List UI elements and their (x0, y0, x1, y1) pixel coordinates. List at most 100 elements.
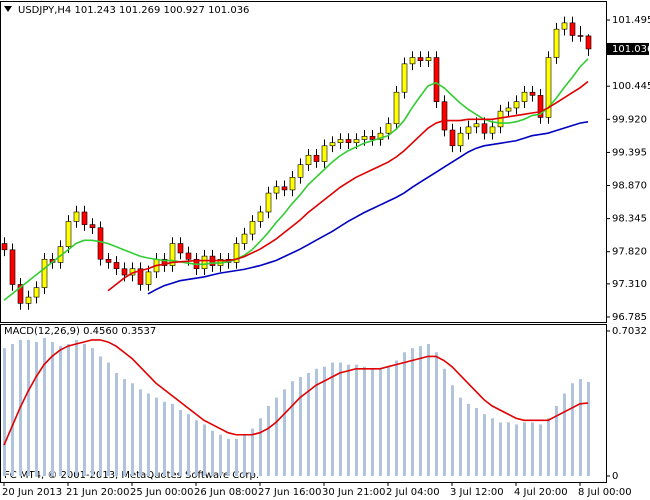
macd-bar (139, 389, 142, 476)
candle-body (145, 271, 152, 285)
candle-body (169, 243, 176, 266)
macd-bar (387, 366, 390, 476)
macd-bar (507, 422, 510, 476)
candle-body (529, 91, 536, 96)
macd-bar (403, 352, 406, 476)
candle-body (569, 22, 576, 36)
candle-body (289, 177, 296, 191)
candle-body (81, 211, 88, 225)
macd-bar (163, 401, 166, 476)
macd-bar (467, 403, 470, 476)
macd-bar (579, 379, 582, 476)
chart-title: USDJPY,H4 101.243 101.269 100.927 101.03… (18, 5, 249, 16)
macd-bar (563, 393, 566, 476)
macd-bar (491, 418, 494, 476)
candle-body (33, 287, 40, 298)
price-label-box (607, 42, 649, 55)
candle-body (465, 126, 472, 134)
macd-bar (315, 368, 318, 476)
macd-bar (115, 372, 118, 476)
macd-bar (235, 438, 238, 476)
candle-body (425, 57, 432, 61)
y-tick-label: 96.785 (612, 312, 647, 323)
candle-body (321, 145, 328, 162)
macd-bar (35, 341, 38, 476)
candle-body (105, 258, 112, 263)
candle-body (417, 57, 424, 61)
candle-body (537, 95, 544, 118)
macd-bar (283, 389, 286, 476)
candle-body (297, 164, 304, 178)
candle-body (553, 28, 560, 58)
candle-body (513, 101, 520, 109)
candle-body (201, 255, 208, 270)
candle-body (265, 192, 272, 213)
candle-body (273, 186, 280, 194)
macd-bar (339, 362, 342, 476)
macd-bar (307, 372, 310, 476)
candle-body (185, 252, 192, 260)
x-tick-label: 21 Jun 20:00 (66, 487, 130, 498)
candle-body (257, 211, 264, 222)
x-tick-label: 3 Jul 12:00 (450, 487, 504, 498)
candle-body (249, 221, 256, 235)
macd-bar (187, 414, 190, 476)
candle-body (393, 91, 400, 125)
candle-body (73, 211, 80, 222)
macd-bar (131, 383, 134, 476)
macd-bar (211, 430, 214, 476)
macd-bar (299, 377, 302, 476)
candle-body (1, 243, 8, 251)
y-tick-label: 97.310 (612, 279, 647, 290)
macd-bar (395, 360, 398, 476)
y-tick-label: 97.820 (612, 247, 647, 258)
macd-bar (123, 379, 126, 476)
x-tick-label: 8 Jul 00:00 (578, 487, 632, 498)
candle-body (489, 126, 496, 134)
candle-body (353, 139, 360, 143)
candle-body (505, 107, 512, 112)
candle-body (305, 154, 312, 166)
candle-body (473, 123, 480, 128)
macd-bar (427, 344, 430, 476)
macd-bar (203, 424, 206, 476)
y-tick-label: 98.870 (612, 181, 647, 192)
x-tick-label: 26 Jun 08:00 (194, 487, 258, 498)
candle-body (481, 123, 488, 134)
y-tick-label: 101.495 (612, 15, 650, 26)
candle-body (585, 35, 592, 50)
macd-bar (51, 341, 54, 476)
candle-body (561, 22, 568, 30)
macd-bar (443, 368, 446, 476)
y-tick-label: 0 (612, 471, 618, 482)
macd-bar (347, 364, 350, 476)
macd-bar (291, 381, 294, 476)
x-tick-label: 4 Jul 20:00 (514, 487, 568, 498)
macd-bar (331, 362, 334, 476)
macd-bar (259, 418, 262, 476)
macd-bar (531, 422, 534, 476)
macd-bar (323, 366, 326, 476)
x-tick-label: 20 Jun 2013 (2, 487, 62, 498)
candle-body (161, 258, 168, 266)
macd-bar (483, 414, 486, 476)
macd-bar (27, 339, 30, 476)
macd-bar (147, 393, 150, 476)
candle-body (577, 35, 584, 37)
candle-body (329, 142, 336, 147)
candle-body (177, 243, 184, 254)
macd-bar (355, 364, 358, 476)
macd-bar (219, 434, 222, 476)
x-tick-label: 30 Jun 21:00 (322, 487, 386, 498)
y-tick-label: 100.445 (612, 81, 650, 92)
macd-bar (435, 352, 438, 476)
candle-body (369, 136, 376, 140)
macd-bar (459, 397, 462, 476)
macd-bar (155, 397, 158, 476)
macd-bar (91, 348, 94, 476)
macd-bar (379, 368, 382, 476)
macd-bar (587, 381, 590, 476)
candle-body (521, 91, 528, 102)
macd-bar (571, 383, 574, 476)
